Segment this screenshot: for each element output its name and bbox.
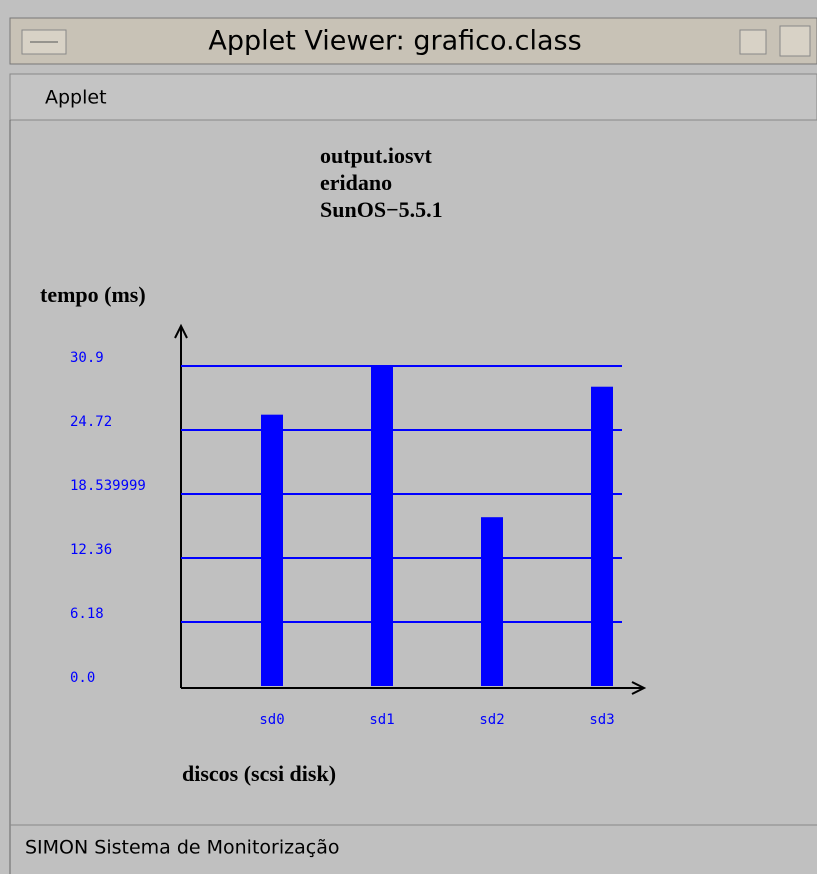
y-tick-label: 30.9 (70, 350, 104, 366)
x-tick-label: sd3 (589, 712, 614, 728)
maximize-button[interactable] (779, 25, 811, 57)
x-axis-arrow (631, 681, 647, 695)
y-axis-arrow (174, 323, 188, 339)
window-title: Applet Viewer: grafico.class (208, 26, 581, 57)
bar (481, 517, 503, 686)
y-tick-label: 0.0 (70, 670, 95, 686)
menu-item[interactable]: Applet (45, 87, 107, 109)
x-tick-label: sd1 (369, 712, 394, 728)
bar (591, 386, 613, 686)
title-bar (9, 17, 817, 65)
status-text: SIMON Sistema de Monitorização (25, 837, 339, 859)
x-axis-label: discos (scsi disk) (182, 761, 336, 786)
x-tick-label: sd0 (259, 712, 284, 728)
y-tick-label: 6.18 (70, 606, 104, 622)
chart-header: SunOS−5.5.1 (320, 197, 443, 222)
y-tick-label: 12.36 (70, 542, 112, 558)
y-tick-label: 18.539999 (70, 478, 146, 494)
chart-header: output.iosvt (320, 143, 433, 168)
y-tick-label: 24.72 (70, 414, 112, 430)
bar (261, 414, 283, 686)
bar (371, 366, 393, 686)
chart-header: eridano (320, 170, 392, 195)
x-tick-label: sd2 (479, 712, 504, 728)
menu-bar (9, 73, 817, 121)
minimize-button[interactable] (739, 29, 767, 55)
y-axis-label: tempo (ms) (40, 282, 146, 307)
